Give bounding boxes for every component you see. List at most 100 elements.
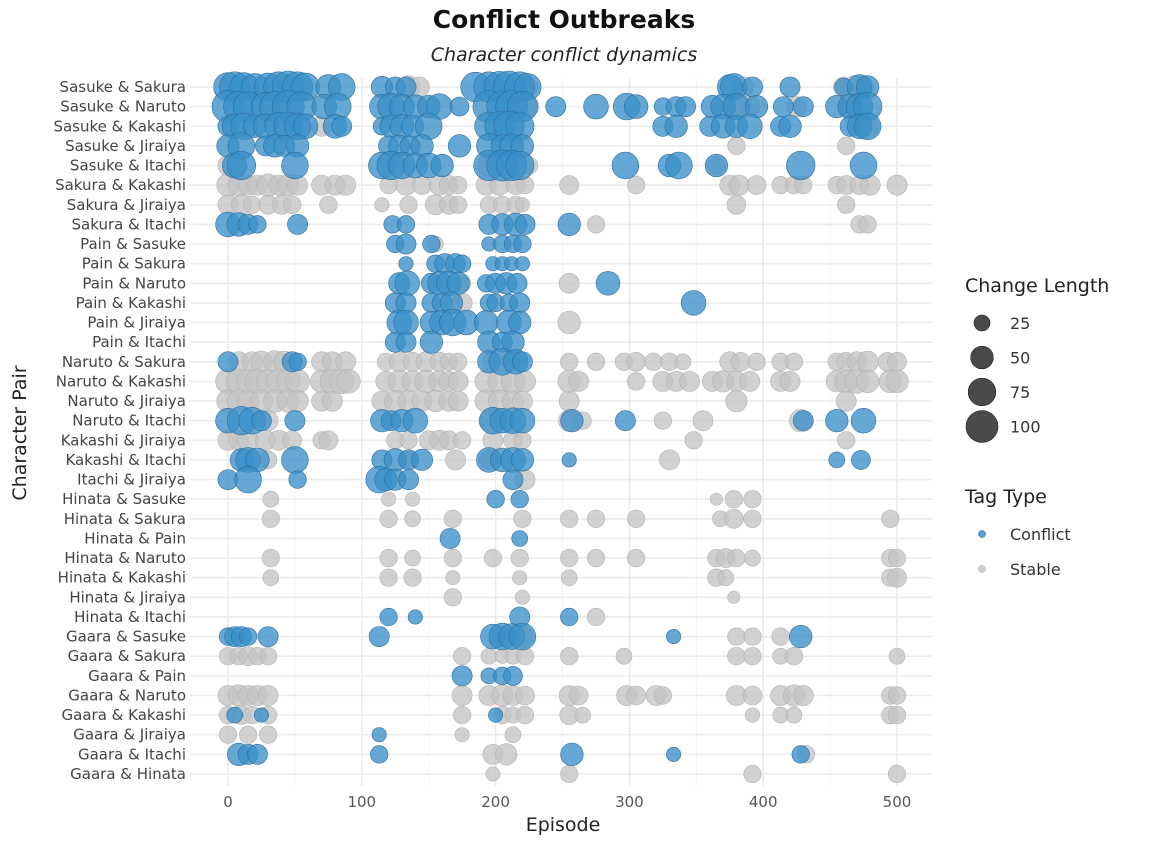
color-legend-key [978, 565, 986, 573]
color-legend-title: Tag Type [964, 486, 1047, 508]
stable-point [692, 410, 714, 432]
conflict-point [395, 233, 417, 255]
conflict-point [825, 409, 849, 433]
stable-point [888, 647, 906, 665]
conflict-point [287, 213, 309, 235]
conflict-point [595, 271, 621, 296]
stable-point [837, 431, 856, 450]
color-legend-label: Conflict [1010, 525, 1071, 544]
stable-point [399, 195, 418, 214]
stable-point [560, 548, 579, 568]
stable-point [684, 431, 703, 450]
stable-point [626, 685, 646, 706]
stable-point [259, 725, 278, 744]
y-tick-label: Pain & Sakura [82, 255, 186, 273]
stable-point [784, 352, 804, 371]
conflict-point [422, 234, 441, 254]
y-tick-label: Gaara & Pain [88, 667, 186, 685]
stable-point [495, 743, 518, 766]
stable-point [449, 176, 468, 195]
conflict-point [370, 745, 389, 764]
stable-point [514, 589, 530, 605]
stable-point [568, 370, 590, 392]
stable-point [451, 685, 473, 706]
x-axis-title: Episode [526, 814, 601, 836]
conflict-point [368, 626, 390, 648]
conflict-point [666, 629, 682, 645]
conflict-point [257, 626, 279, 648]
stable-point [335, 174, 357, 196]
stable-point [443, 588, 462, 607]
stable-point [887, 705, 907, 725]
color-legend: Tag Type Conflict Stable [964, 486, 1071, 579]
conflict-point [410, 448, 433, 471]
stable-point [742, 685, 763, 706]
conflict-point [371, 727, 387, 743]
conflict-point [849, 151, 878, 180]
stable-point [779, 370, 801, 392]
stable-point [835, 390, 857, 412]
chart-title: Conflict Outbreaks [433, 5, 695, 34]
stable-point [727, 627, 746, 646]
conflict-point [792, 96, 814, 118]
size-legend-label: 100 [1010, 418, 1041, 437]
stable-point [626, 548, 646, 568]
conflict-point [449, 96, 470, 117]
stable-point [743, 647, 762, 666]
conflict-point [512, 351, 533, 373]
y-tick-label: Gaara & Jiraiya [73, 726, 186, 744]
y-tick-label: Sasuke & Naruto [60, 98, 186, 116]
stable-point [374, 197, 390, 213]
size-legend-label: 25 [1010, 314, 1030, 333]
conflict-point [510, 490, 529, 509]
y-tick-label: Gaara & Kakashi [62, 706, 186, 724]
stable-point [568, 685, 589, 706]
y-tick-label: Sasuke & Sakura [60, 78, 186, 96]
conflict-point [611, 151, 640, 180]
conflict-point [439, 528, 461, 549]
stable-point [447, 370, 469, 392]
y-tick-label: Hinata & Kakashi [58, 569, 186, 587]
stable-point [243, 195, 262, 214]
conflict-point [393, 309, 419, 336]
stable-point [515, 705, 535, 725]
conflict-point [850, 408, 877, 434]
y-tick-label: Pain & Sasuke [80, 235, 186, 253]
stable-point [785, 706, 803, 724]
stable-point [257, 685, 279, 706]
stable-point [379, 548, 398, 568]
stable-point [728, 174, 750, 196]
stable-point [449, 352, 468, 371]
conflict-point [789, 624, 813, 649]
size-legend: Change Length 25 50 75 100 [965, 275, 1109, 443]
y-tick-label: Hinata & Jiraiya [69, 588, 186, 606]
stable-point [885, 369, 909, 394]
conflict-point [503, 666, 523, 686]
conflict-point [396, 215, 416, 234]
conflict-point [288, 352, 307, 371]
y-tick-label: Sasuke & Kakashi [53, 117, 186, 135]
conflict-point [217, 351, 239, 373]
conflict-point [545, 96, 567, 118]
stable-point [512, 570, 528, 586]
stable-point [404, 510, 421, 528]
conflict-point [288, 470, 307, 489]
conflict-point [561, 452, 577, 468]
stable-point [586, 509, 606, 528]
stable-point [743, 627, 762, 646]
conflict-point [234, 465, 262, 494]
conflict-point [560, 409, 584, 433]
conflict-point [453, 254, 472, 273]
x-tick-label: 100 [347, 793, 376, 811]
conflict-point [509, 408, 536, 434]
conflict-point [583, 93, 609, 120]
conflict-point [398, 469, 420, 491]
conflict-point [675, 96, 697, 118]
conflict-point [623, 94, 649, 119]
conflict-point [407, 609, 423, 625]
stable-point [725, 390, 748, 413]
stable-point [283, 195, 302, 214]
stable-point [513, 431, 532, 450]
conflict-point [331, 115, 353, 137]
stable-point [453, 705, 472, 725]
